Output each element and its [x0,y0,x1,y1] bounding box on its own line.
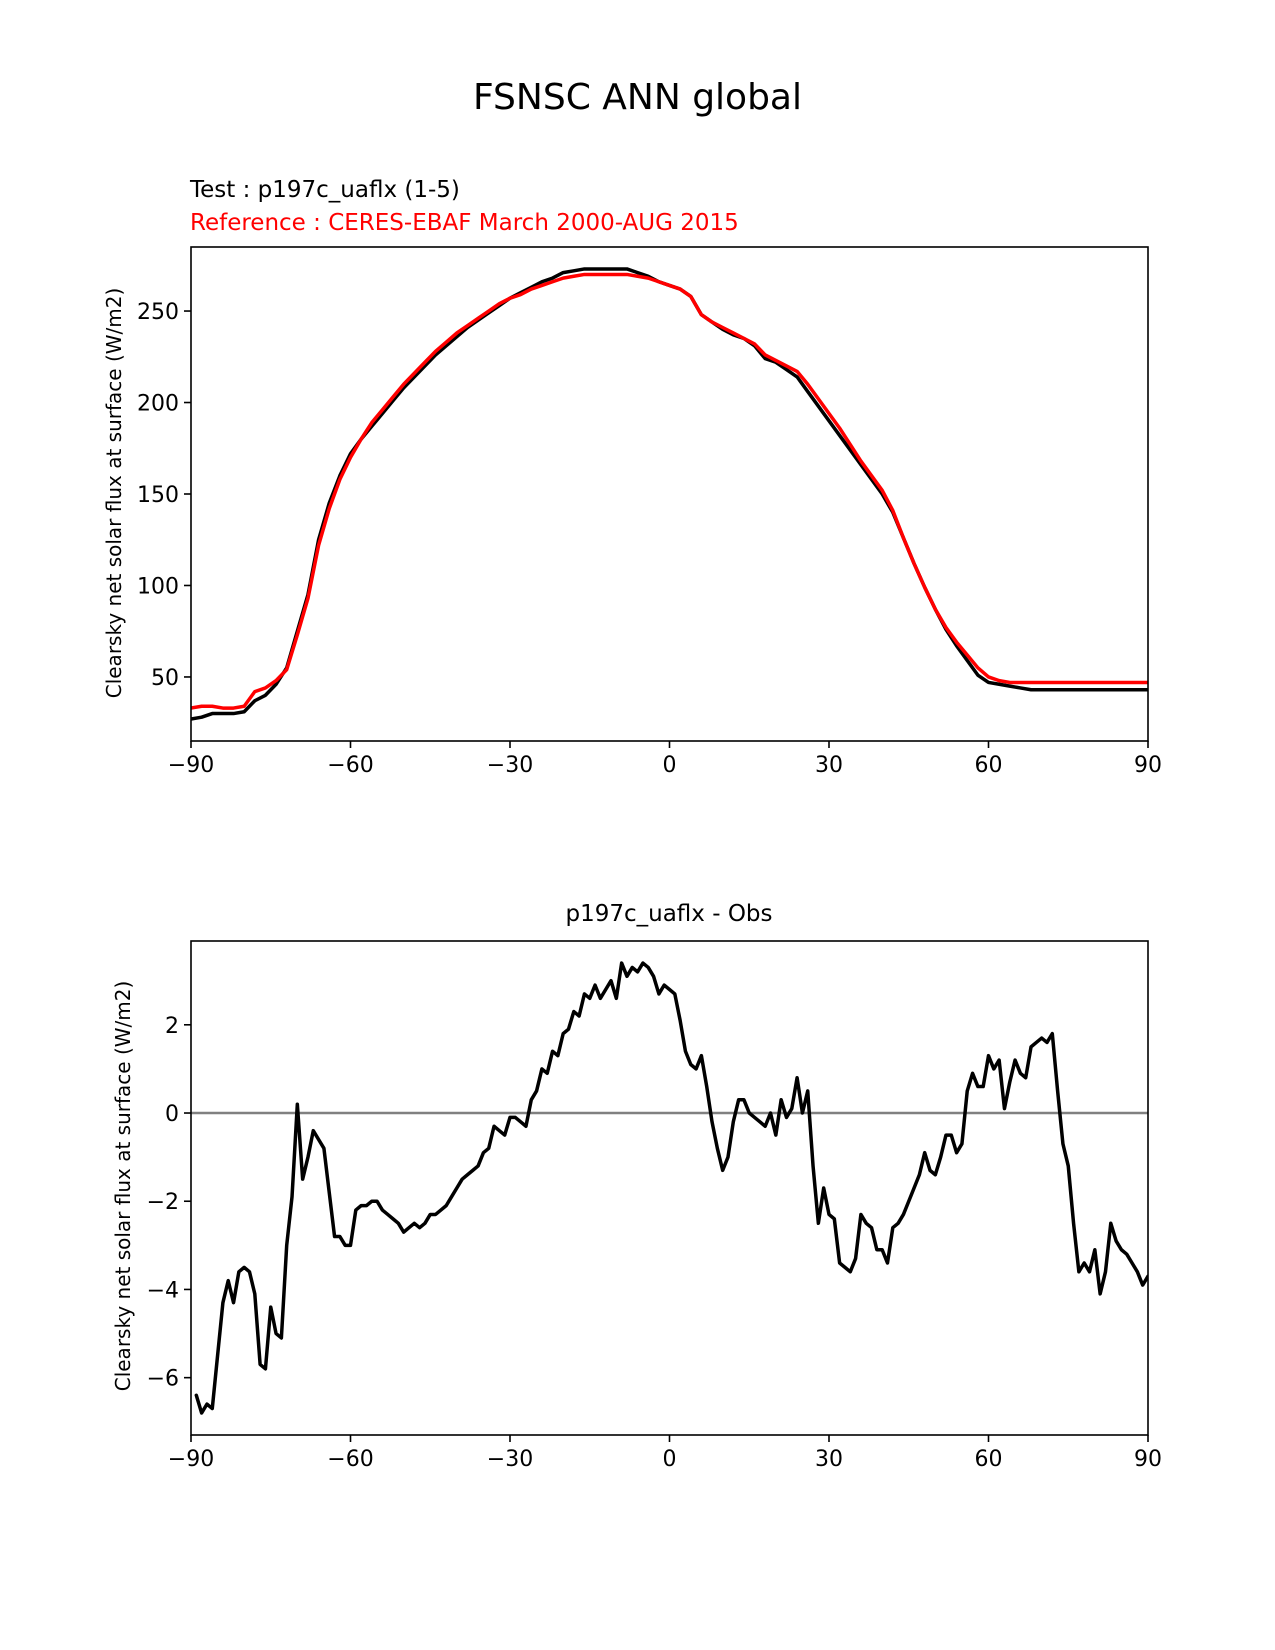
bottom-plot-frame [190,940,1149,1436]
reference-label: Reference : CERES-EBAF March 2000-AUG 20… [190,210,739,236]
figure-suptitle: FSNSC ANN global [473,77,802,118]
bottom-series-line-0 [194,961,1148,1415]
bottom-series-lines [191,961,1148,1415]
test-label: Test : p197c_uaflx (1-5) [189,177,460,203]
bottom-title: p197c_uaflx - Obs [565,901,772,927]
bottom-axes: −90 −60 −30 0 30 60 90 −6 −4 −2 0 2 [147,940,1162,1472]
bottom-panel: p197c_uaflx - Obs Clearsky net solar flu… [111,901,1162,1472]
bottom-x-tick-label: 30 [815,1447,843,1472]
bottom-x-tick-label: −90 [168,1447,214,1472]
top-series-line-1 [191,272,1148,710]
top-y-tick-label: 150 [137,483,179,508]
top-x-tick-label: −30 [487,753,533,778]
bottom-x-tick-label: −30 [487,1447,533,1472]
bottom-y-tick-label: 2 [165,1014,179,1039]
bottom-x-tick-label: 60 [975,1447,1003,1472]
top-x-tick-label: −90 [168,753,214,778]
top-x-tick-label: 60 [975,753,1003,778]
bottom-ylabel: Clearsky net solar flux at surface (W/m2… [111,981,135,1392]
top-y-tick-label: 100 [137,574,179,599]
top-x-tick-label: 90 [1134,753,1162,778]
top-y-tick-label: 250 [137,300,179,325]
top-series-lines [191,267,1148,721]
bottom-y-tick-label: 0 [165,1102,179,1127]
top-panel: Test : p197c_uaflx (1-5) Reference : CER… [102,177,1162,778]
top-ylabel: Clearsky net solar flux at surface (W/m2… [102,288,126,699]
top-x-tick-label: 30 [815,753,843,778]
top-x-tick-label: 0 [663,753,677,778]
bottom-x-tick-label: 0 [663,1447,677,1472]
bottom-y-tick-label: −4 [147,1278,179,1303]
bottom-x-tick-label: −60 [327,1447,373,1472]
top-axes: −90 −60 −30 0 30 60 90 50 100 150 200 250 [137,246,1162,778]
bottom-y-tick-label: −6 [147,1367,179,1392]
top-x-tick-label: −60 [327,753,373,778]
bottom-x-tick-label: 90 [1134,1447,1162,1472]
bottom-y-tick-label: −2 [147,1190,179,1215]
top-y-tick-label: 50 [151,666,179,691]
top-y-tick-label: 200 [137,392,179,417]
